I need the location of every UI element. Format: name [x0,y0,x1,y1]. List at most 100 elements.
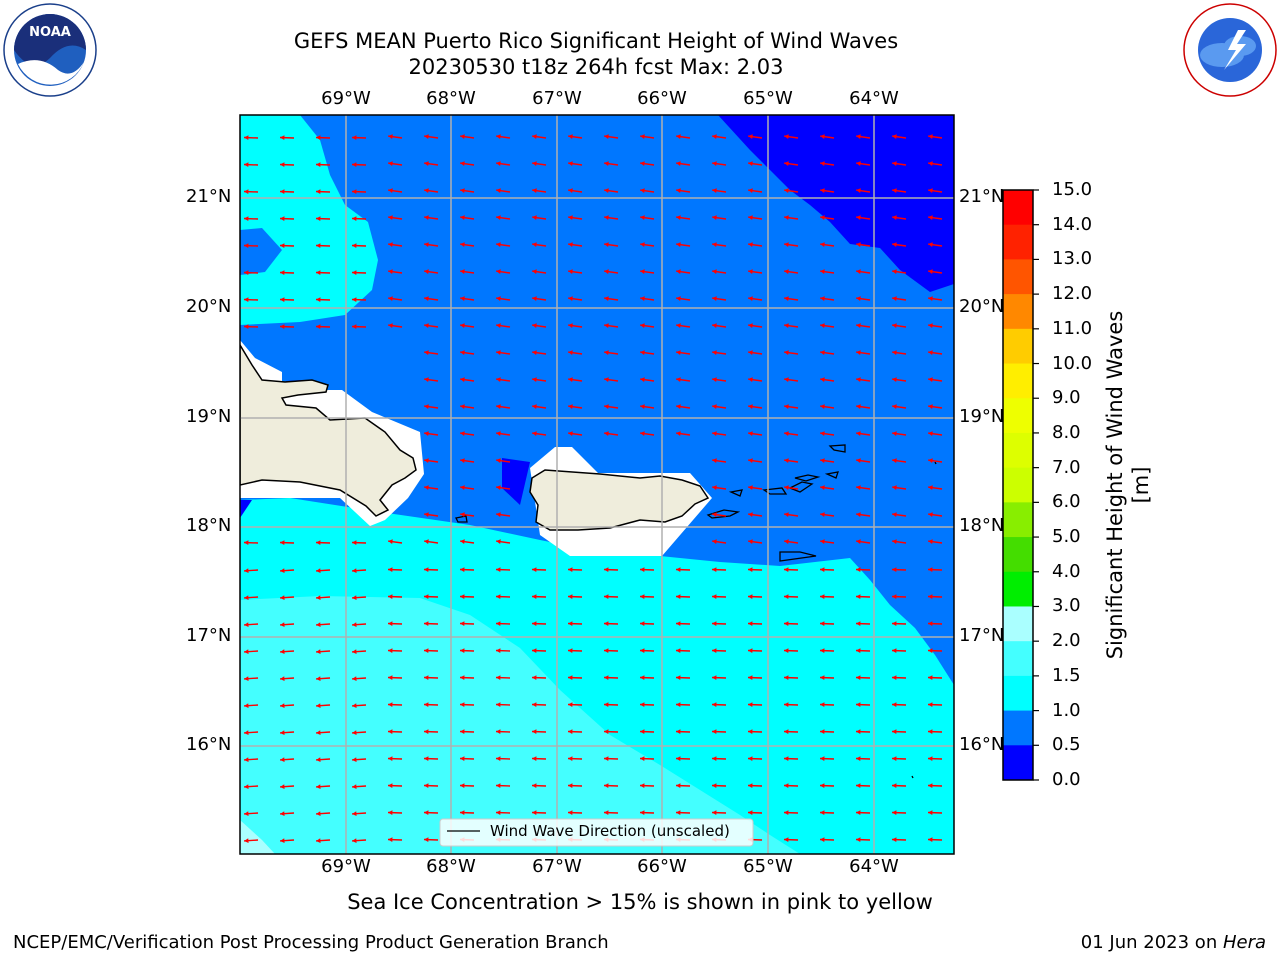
wind-arrow-head [532,702,537,708]
wind-arrow-head [604,675,609,681]
wind-arrow-head [280,730,285,736]
wind-arrow-head [856,161,861,167]
wind-arrow-head [280,189,285,195]
wind-arrow-head [820,215,825,221]
wind-arrow-head [892,296,897,302]
wind-arrow-head [820,377,825,383]
colorbar-tick-label: 13.0 [1052,248,1093,270]
colorbar-tick-label: 5.0 [1052,526,1081,548]
footer-date: 01 Jun 2023 on Hera [1081,932,1266,953]
wind-arrow-head [820,485,825,491]
wind-arrow-head [820,431,825,437]
wind-arrow-head [460,648,465,654]
wind-arrow-head [892,431,897,437]
wind-arrow-head [388,783,393,789]
wind-arrow-head [928,675,933,681]
wind-arrow-head [532,756,537,762]
wind-arrow-head [748,215,753,221]
wind-arrow-head [820,161,825,167]
lon-label-top: 65°W [743,88,793,109]
wind-arrow-head [568,756,573,762]
wind-arrow-head [640,296,645,302]
wind-arrow-head [460,377,465,383]
wind-arrow-head [892,756,897,762]
wind-arrow-head [496,756,501,762]
wind-arrow-head [712,621,717,627]
wind-arrow-head [388,756,393,762]
wind-arrow-head [676,323,681,329]
wind-arrow-head [280,703,285,709]
wind-arrow-head [424,404,429,410]
colorbar-segment [1003,675,1033,712]
wind-arrow-head [928,161,933,167]
wind-arrow-head [820,567,825,573]
wind-arrow-head [856,837,861,843]
wind-arrow-head [856,485,861,491]
wind-arrow-head [424,702,429,708]
wind-arrow-head [604,431,609,437]
lat-label-right: 19°N [959,406,1005,427]
wind-arrow-head [712,188,717,194]
wind-arrow-head [460,594,465,600]
wind-arrow-head [604,242,609,248]
wind-arrow-head [244,649,249,655]
wind-arrow-head [748,594,753,600]
wind-arrow-head [784,323,789,329]
wind-arrow-head [388,621,393,627]
wind-arrow-head [496,458,501,464]
wind-arrow-head [640,783,645,789]
wind-arrow-head [784,621,789,627]
wind-arrow-head [388,296,393,302]
wind-arrow-head [712,161,717,167]
wind-arrow-head [460,242,465,248]
wind-arrow-head [424,242,429,248]
colorbar-segment [1003,606,1033,642]
wind-arrow-head [820,134,825,140]
wind-arrow-head [784,512,789,518]
colorbar-segment [1003,259,1033,295]
wind-arrow-head [244,540,249,546]
wind-arrow-head [532,377,537,383]
wind-arrow-head [784,296,789,302]
colorbar-segment [1003,398,1033,434]
wind-arrow-head [460,567,465,573]
wind-arrow-head [388,539,393,545]
wind-arrow-head [532,242,537,248]
wind-arrow-head [928,837,933,843]
wind-arrow-head [388,269,393,275]
wind-arrow-head [676,810,681,816]
land-hispaniola [240,343,417,517]
wind-arrow-head [892,377,897,383]
colorbar-tick-label: 0.0 [1052,769,1081,790]
wind-arrow-head [244,216,249,222]
wind-arrow-head [748,567,753,573]
wind-arrow-head [244,324,249,330]
wind-arrow-head [604,756,609,762]
wind-arrow-head [928,539,933,545]
wind-arrow-head [748,756,753,762]
wind-arrow-head [532,215,537,221]
wind-arrow-head [928,215,933,221]
wind-arrow-head [676,134,681,140]
wind-arrow-head [460,161,465,167]
wind-arrow-head [928,431,933,437]
wind-arrow-head [784,458,789,464]
wind-arrow-head [352,838,357,844]
wind-arrow-head [820,756,825,762]
wind-arrow-head [676,675,681,681]
wind-arrow-head [352,540,357,546]
wind-arrow-head [280,676,285,682]
wind-arrow-head [712,756,717,762]
wind-arrow-head [388,810,393,816]
wind-arrow-head [244,703,249,709]
wind-arrow-head [460,783,465,789]
wind-arrow-head [280,270,285,276]
wind-arrow-head [712,485,717,491]
wind-arrow-head [712,539,717,545]
wind-arrow-head [928,567,933,573]
wind-arrow-head [928,810,933,816]
wind-arrow-head [424,269,429,275]
wind-arrow-head [532,621,537,627]
wind-wave-direction-arrows [243,134,943,844]
wind-arrow-head [316,730,321,736]
